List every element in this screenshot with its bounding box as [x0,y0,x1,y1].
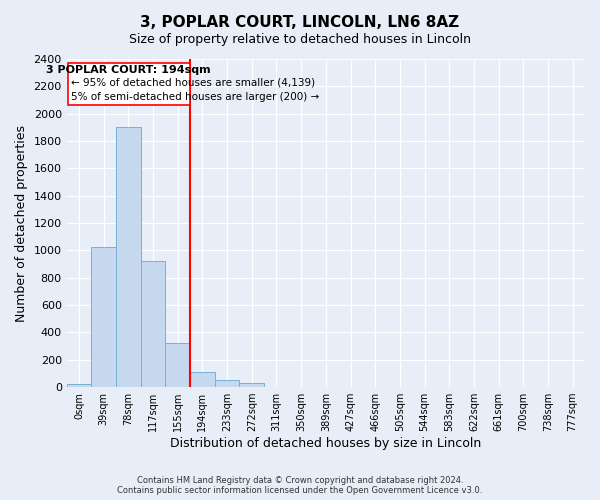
Bar [91,247,116,387]
Bar [190,372,215,387]
Text: Size of property relative to detached houses in Lincoln: Size of property relative to detached ho… [129,32,471,46]
Text: 3 POPLAR COURT: 194sqm: 3 POPLAR COURT: 194sqm [46,65,211,75]
Bar [166,344,190,387]
Text: Contains public sector information licensed under the Open Government Licence v3: Contains public sector information licen… [118,486,482,495]
Bar [141,262,166,387]
X-axis label: Distribution of detached houses by size in Lincoln: Distribution of detached houses by size … [170,437,481,450]
Bar [215,380,239,387]
Y-axis label: Number of detached properties: Number of detached properties [15,124,28,322]
Bar [67,384,91,387]
Text: 3, POPLAR COURT, LINCOLN, LN6 8AZ: 3, POPLAR COURT, LINCOLN, LN6 8AZ [140,15,460,30]
Text: 5% of semi-detached houses are larger (200) →: 5% of semi-detached houses are larger (2… [71,92,319,102]
Text: Contains HM Land Registry data © Crown copyright and database right 2024.: Contains HM Land Registry data © Crown c… [137,476,463,485]
Text: ← 95% of detached houses are smaller (4,139): ← 95% of detached houses are smaller (4,… [71,78,315,88]
Bar [239,383,264,387]
FancyBboxPatch shape [68,63,190,106]
Bar [116,128,141,387]
